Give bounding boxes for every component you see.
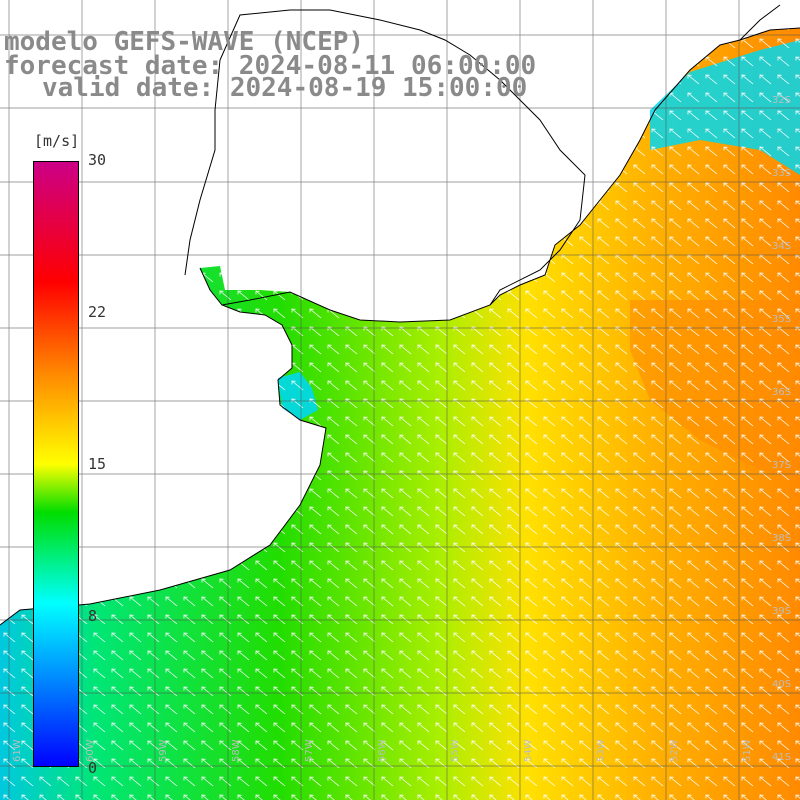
lon-label-60w: 60W [85, 739, 96, 762]
colorbar-tick-8: 8 [88, 607, 98, 625]
lat-label-33s: 33S [772, 168, 791, 179]
colorbar-frame [33, 161, 79, 767]
lon-label-59w: 59W [158, 739, 169, 762]
colorbar-tick-15: 15 [88, 455, 107, 473]
title-forecast-date: forecast date: 2024-08-11 06:00:00 [4, 51, 537, 81]
lon-label-53w: 53W [596, 739, 607, 762]
colorbar-tick-22: 22 [88, 303, 107, 321]
lon-label-58w: 58W [231, 739, 242, 762]
lat-label-34s: 34S [772, 241, 791, 252]
lat-label-38s: 38S [772, 533, 791, 544]
lon-label-56w: 56W [377, 739, 388, 762]
lat-label-37s: 37S [772, 460, 791, 471]
lon-labels: 61W 60W 59W 58W 57W 56W 55W 54W 53W 52W … [12, 739, 753, 762]
title-valid-date: valid date: 2024-08-19 15:00:00 [42, 73, 528, 103]
uruguay-border [184, 9, 586, 306]
lat-label-40s: 40S [772, 679, 791, 690]
coastline [0, 4, 800, 626]
lon-label-55w: 55W [450, 739, 461, 762]
colorbar-tick-0: 0 [88, 759, 98, 777]
lat-label-35s: 35S [772, 314, 791, 325]
lat-label-32s: 32S [772, 95, 791, 106]
colorbar-gradient [33, 161, 79, 767]
lat-labels: 32S 33S 34S 35S 36S 37S 38S 39S 40S 41S [772, 95, 791, 763]
lon-label-61w: 61W [12, 739, 23, 762]
colorbar-tick-30: 30 [88, 151, 107, 169]
lat-label-41s: 41S [772, 752, 791, 763]
colorbar-unit: [m/s] [34, 132, 80, 150]
lat-label-39s: 39S [772, 606, 791, 617]
lon-label-57w: 57W [304, 739, 315, 762]
lat-label-36s: 36S [772, 387, 791, 398]
lon-label-52w: 52W [669, 739, 680, 762]
lon-label-51w: 51W [742, 739, 753, 762]
title-model: modelo GEFS-WAVE (NCEP) [4, 27, 365, 57]
lon-label-54w: 54W [523, 739, 534, 762]
